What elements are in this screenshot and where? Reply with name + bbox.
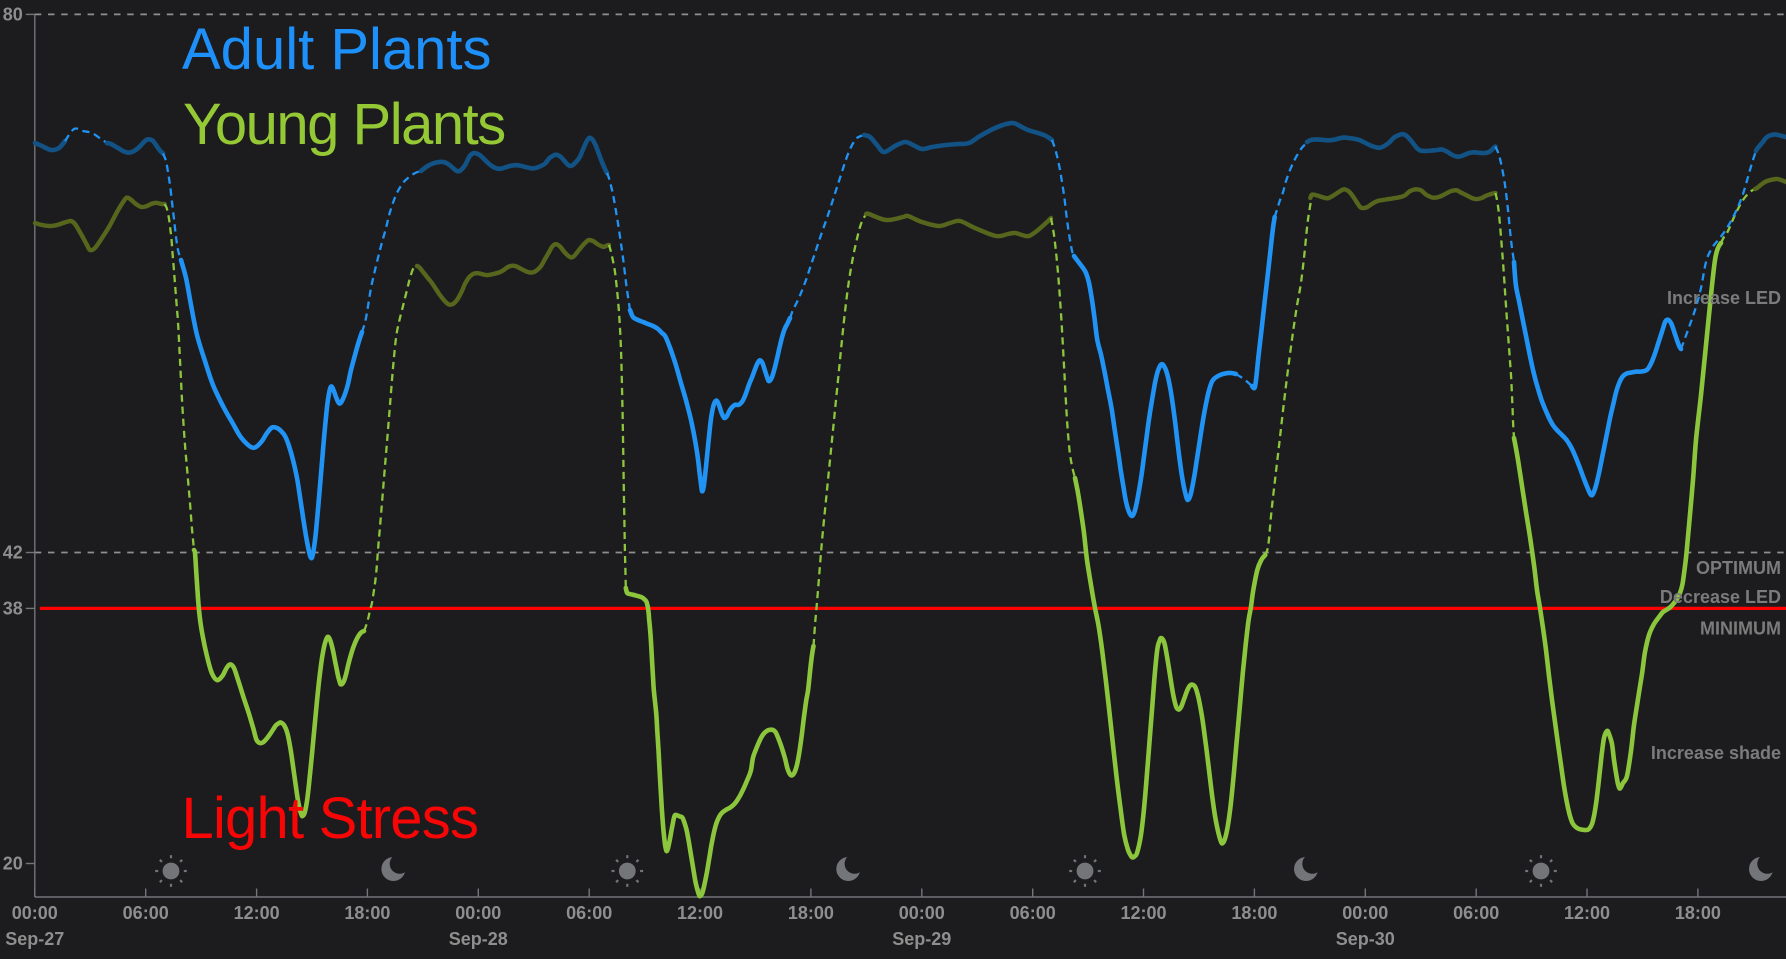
svg-text:18:00: 18:00 <box>788 903 834 923</box>
svg-text:Light Stress: Light Stress <box>182 786 479 851</box>
svg-text:Increase shade: Increase shade <box>1651 743 1781 763</box>
svg-text:12:00: 12:00 <box>677 903 723 923</box>
svg-text:12:00: 12:00 <box>1564 903 1610 923</box>
svg-text:18:00: 18:00 <box>1675 903 1721 923</box>
svg-text:00:00: 00:00 <box>1342 903 1388 923</box>
svg-text:OPTIMUM: OPTIMUM <box>1696 558 1781 578</box>
svg-text:42: 42 <box>3 543 23 563</box>
svg-text:Adult Plants: Adult Plants <box>182 17 492 82</box>
svg-text:Sep-28: Sep-28 <box>449 929 508 949</box>
svg-text:Sep-27: Sep-27 <box>5 929 64 949</box>
svg-text:38: 38 <box>3 598 23 618</box>
svg-text:Sep-29: Sep-29 <box>892 929 951 949</box>
svg-text:06:00: 06:00 <box>1010 903 1056 923</box>
svg-text:06:00: 06:00 <box>123 903 169 923</box>
svg-text:00:00: 00:00 <box>899 903 945 923</box>
svg-text:06:00: 06:00 <box>1453 903 1499 923</box>
svg-text:Increase LED: Increase LED <box>1667 288 1781 308</box>
svg-text:06:00: 06:00 <box>566 903 612 923</box>
svg-text:80: 80 <box>3 4 23 24</box>
svg-text:Sep-30: Sep-30 <box>1336 929 1395 949</box>
svg-text:00:00: 00:00 <box>455 903 501 923</box>
svg-text:18:00: 18:00 <box>1231 903 1277 923</box>
svg-text:Decrease LED: Decrease LED <box>1660 587 1781 607</box>
svg-text:MINIMUM: MINIMUM <box>1700 618 1781 638</box>
svg-text:12:00: 12:00 <box>1120 903 1166 923</box>
svg-text:12:00: 12:00 <box>234 903 280 923</box>
svg-text:18:00: 18:00 <box>344 903 390 923</box>
svg-text:Young Plants: Young Plants <box>183 92 505 157</box>
svg-text:20: 20 <box>3 854 23 874</box>
svg-text:00:00: 00:00 <box>12 903 58 923</box>
